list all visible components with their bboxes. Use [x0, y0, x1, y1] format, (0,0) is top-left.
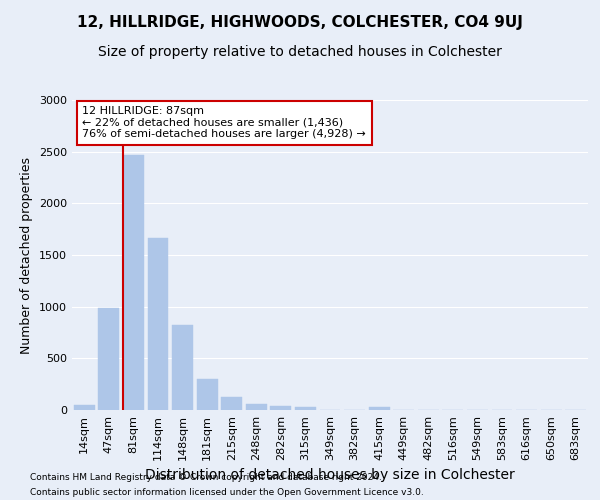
Text: Contains HM Land Registry data © Crown copyright and database right 2024.: Contains HM Land Registry data © Crown c…: [30, 473, 382, 482]
Bar: [221, 396, 242, 410]
Text: Size of property relative to detached houses in Colchester: Size of property relative to detached ho…: [98, 45, 502, 59]
Bar: [295, 407, 316, 410]
Bar: [148, 238, 169, 410]
Bar: [271, 406, 292, 410]
Text: 12 HILLRIDGE: 87sqm
← 22% of detached houses are smaller (1,436)
76% of semi-det: 12 HILLRIDGE: 87sqm ← 22% of detached ho…: [82, 106, 366, 140]
Y-axis label: Number of detached properties: Number of detached properties: [20, 156, 34, 354]
Text: 12, HILLRIDGE, HIGHWOODS, COLCHESTER, CO4 9UJ: 12, HILLRIDGE, HIGHWOODS, COLCHESTER, CO…: [77, 15, 523, 30]
Bar: [246, 404, 267, 410]
Bar: [98, 308, 119, 410]
Text: Contains public sector information licensed under the Open Government Licence v3: Contains public sector information licen…: [30, 488, 424, 497]
Bar: [368, 408, 389, 410]
Bar: [197, 379, 218, 410]
Bar: [123, 155, 144, 410]
X-axis label: Distribution of detached houses by size in Colchester: Distribution of detached houses by size …: [145, 468, 515, 482]
Bar: [172, 326, 193, 410]
Bar: [74, 405, 95, 410]
